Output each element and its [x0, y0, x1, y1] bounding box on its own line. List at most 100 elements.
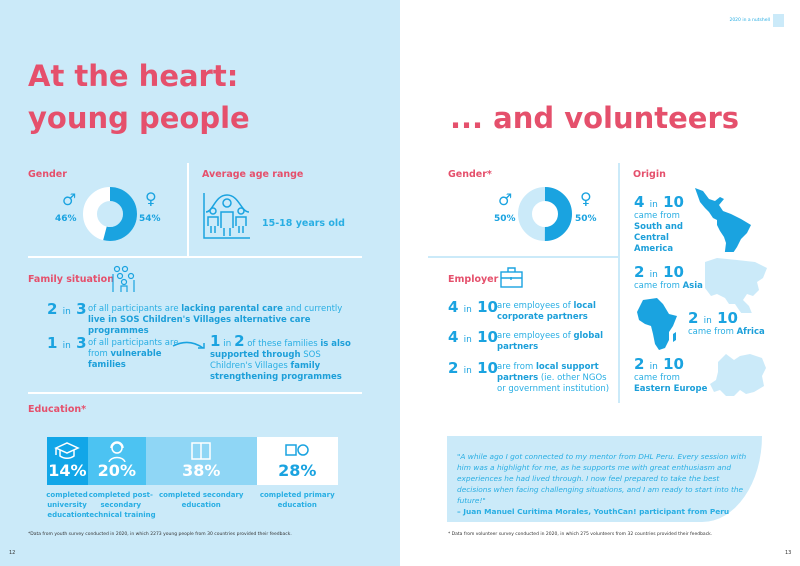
stat-in: in — [649, 200, 658, 210]
origin-stat: 2 in 10 — [634, 355, 714, 373]
bold-text: lacking parental care — [181, 304, 283, 314]
tab-marker — [773, 14, 784, 27]
bold-text: family strengthening programmes — [210, 361, 342, 382]
female-pct: 54% — [139, 214, 161, 224]
employer-stat: 2 in 10 — [448, 359, 498, 377]
divider — [618, 163, 620, 403]
stat-vulnerable: 1 in 3 — [47, 334, 87, 352]
stat-in: in — [62, 341, 71, 351]
stat-den: 2 — [234, 332, 245, 350]
region-name: Asia — [682, 281, 703, 291]
asia-map-icon — [705, 258, 767, 313]
origin-text: came from Eastern Europe — [634, 373, 714, 395]
running-title: 2020 in a nutshell — [729, 18, 770, 23]
stat-in: in — [703, 316, 712, 326]
stat-den: 10 — [477, 328, 498, 346]
vulnerable-text: of all participants are from vulnerable … — [88, 338, 180, 371]
stat-num: 2 — [47, 300, 58, 318]
stat-in: in — [223, 339, 232, 349]
stat-den: 3 — [76, 334, 87, 352]
region-name: Eastern Europe — [634, 384, 708, 394]
stat-den: 10 — [663, 263, 684, 281]
text: SOS Children's Villages — [210, 350, 321, 371]
origin-stat: 2 in 10 — [688, 309, 768, 327]
donut-female-arc — [83, 187, 137, 241]
text: (ie. other NGOs or government institutio… — [497, 373, 610, 394]
stat-num: 4 — [448, 298, 459, 316]
page-title-line1: At the heart: — [28, 59, 239, 93]
origin-text: came from South and Central America — [634, 211, 704, 255]
briefcase-icon — [500, 267, 523, 288]
bold-text: local corporate partners — [497, 301, 596, 322]
stat-lacking-care: 2 in 3 — [47, 300, 87, 318]
stat-num: 1 — [210, 332, 221, 350]
education-segment: 14% — [47, 437, 88, 485]
stat-num: 2 — [448, 359, 459, 377]
strengthening-text: 1 in 2 of these families is also support… — [210, 334, 360, 383]
bold-text: local support partners — [497, 362, 599, 383]
education-pct: 28% — [278, 461, 317, 480]
stat-num: 1 — [47, 334, 58, 352]
origin-region: 2 in 10 came from Africa — [688, 309, 768, 338]
origin-label: Origin — [633, 169, 666, 180]
family-icon — [112, 265, 135, 292]
stat-in: in — [463, 335, 472, 345]
testimonial-quote: "A while ago I got connected to my mento… — [447, 436, 762, 522]
education-pct: 14% — [48, 461, 87, 480]
text: of these families — [244, 339, 321, 349]
stat-in: in — [649, 362, 658, 372]
lacking-care-text: of all participants are lacking parental… — [88, 304, 358, 337]
employer-label: Employer — [448, 274, 499, 285]
education-caption: completed university education — [46, 491, 88, 519]
stat-num: 2 — [634, 355, 645, 373]
quote-text: "A while ago I got connected to my mento… — [457, 452, 747, 505]
text: are from — [497, 362, 536, 372]
bold-text: live in SOS Children's Villages alternat… — [88, 315, 311, 336]
origin-stat: 2 in 10 — [634, 263, 714, 281]
stat-den: 10 — [477, 359, 498, 377]
age-value: 15-18 years old — [262, 218, 345, 229]
text: of all participants are from — [88, 338, 179, 359]
male-pct: 46% — [55, 214, 77, 224]
origin-region: 2 in 10 came from Asia — [634, 263, 714, 292]
age-group-icon — [203, 193, 250, 239]
africa-map-icon — [637, 298, 677, 350]
employer-text: are employees of local corporate partner… — [497, 301, 613, 323]
text: and currently — [282, 304, 343, 314]
education-caption: completed primary education — [259, 491, 335, 509]
region-name: Africa — [736, 327, 765, 337]
text: came from — [634, 211, 680, 221]
page-number: 13 — [785, 550, 792, 556]
stat-num: 2 — [634, 263, 645, 281]
divider — [428, 256, 618, 258]
stat-in: in — [463, 305, 472, 315]
region-name: South and Central America — [634, 222, 683, 254]
family-label: Family situation — [28, 274, 114, 285]
europe-map-icon — [710, 354, 766, 396]
text: came from — [688, 327, 734, 337]
page-title: ... and volunteers — [450, 101, 740, 135]
education-caption: completed secondary education — [158, 491, 244, 509]
divider — [28, 392, 362, 394]
male-pct: 50% — [494, 214, 516, 224]
bold-text: is also supported through — [210, 339, 351, 360]
age-label: Average age range — [202, 169, 304, 180]
education-pct: 38% — [182, 461, 221, 480]
origin-region: 4 in 10 came from South and Central Ameri… — [634, 193, 704, 255]
employer-stat: 4 in 10 — [448, 298, 498, 316]
male-icon: ♂ — [62, 190, 77, 209]
stat-den: 10 — [663, 355, 684, 373]
gender-label: Gender* — [448, 169, 492, 180]
divider — [28, 256, 362, 258]
headset-person-icon — [108, 441, 126, 462]
bold-text: global partners — [497, 331, 604, 352]
text: of all participants are — [88, 304, 182, 314]
donut-female-arc — [518, 187, 572, 241]
origin-stat: 4 in 10 — [634, 193, 704, 211]
text: came from — [634, 281, 680, 291]
book-icon — [191, 442, 211, 460]
south-america-map-icon — [695, 188, 751, 252]
right-page: 2020 in a nutshell ... and volunteers Ge… — [400, 0, 800, 566]
stat-in: in — [463, 366, 472, 376]
stat-in: in — [62, 307, 71, 317]
